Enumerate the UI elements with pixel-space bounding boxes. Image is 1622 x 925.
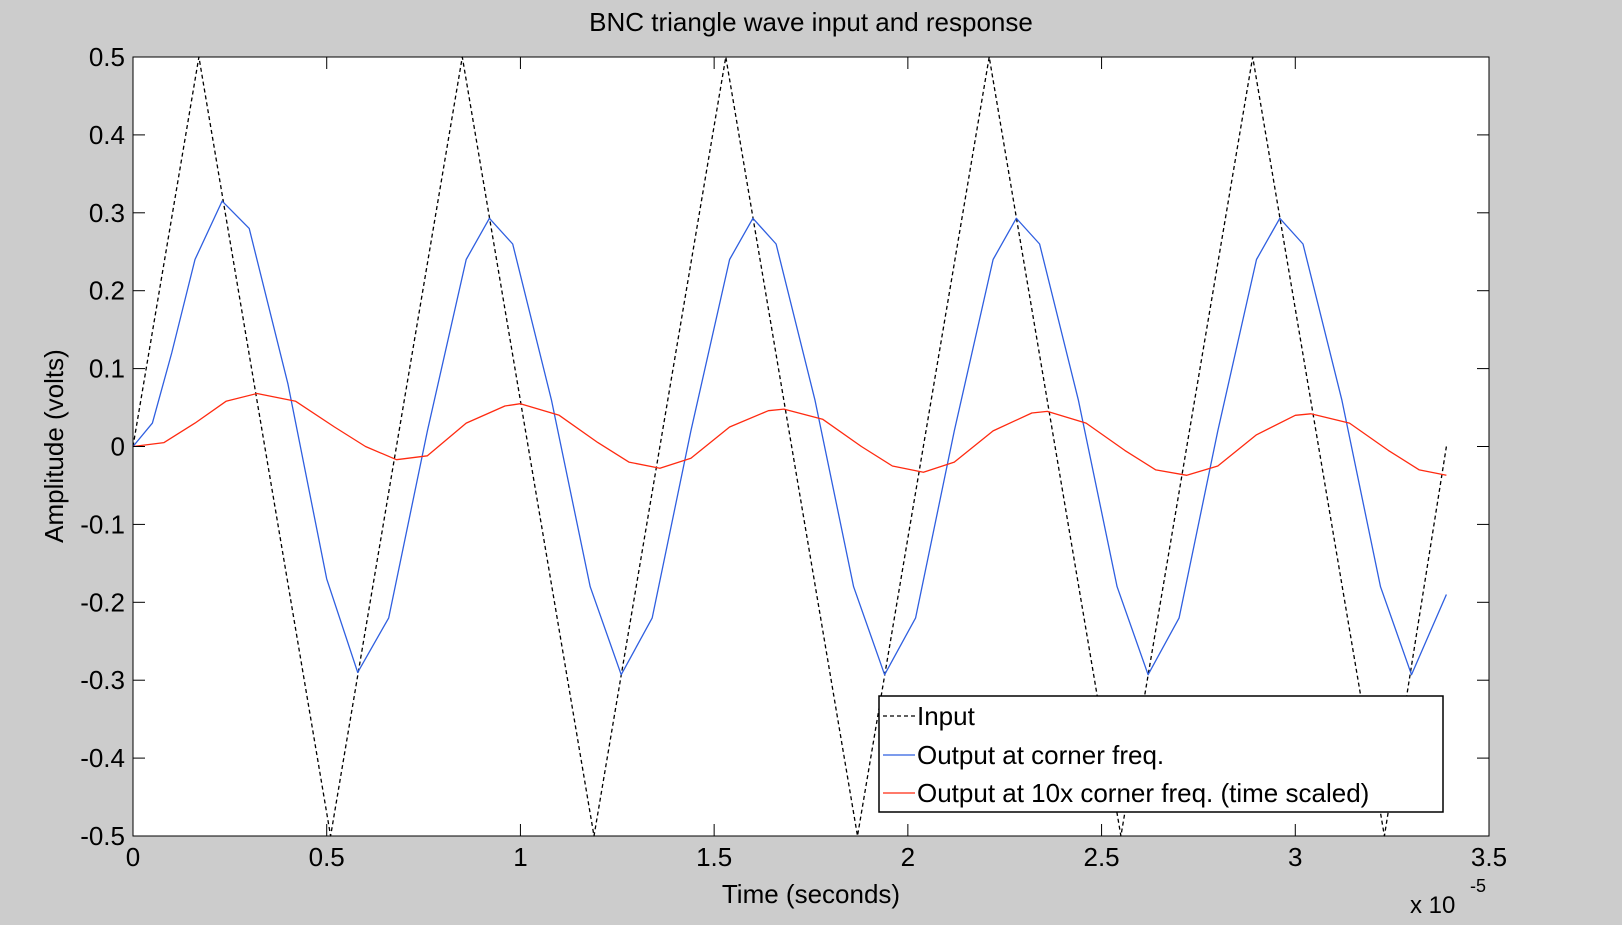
legend-label-10x-corner-freq: Output at 10x corner freq. (time scaled)	[917, 778, 1369, 808]
y-tick-label: 0.3	[89, 198, 125, 228]
legend-box	[878, 695, 1444, 813]
y-tick-label: -0.2	[80, 587, 125, 617]
y-tick-label: 0.1	[89, 354, 125, 384]
series-line-output-at-10x-corner-freq-time-scaled	[132, 392, 1447, 476]
ticks-layer: 0 0.5 1 1.5 2 2.5 3 3.5 -0.5 -0.4 -0.3 -0.2 -0.1 0 0.1…	[80, 42, 1507, 872]
axes-box	[132, 56, 1490, 837]
x-axis-label: Time (seconds)	[722, 879, 900, 909]
y-tick-label: 0	[111, 432, 125, 462]
x-exponent-power: -5	[1470, 876, 1486, 896]
x-tick-label: 1	[513, 842, 527, 872]
x-tick-label: 0	[126, 842, 140, 872]
x-tick-label: 2	[901, 842, 915, 872]
x-tick-label: 0.5	[309, 842, 345, 872]
y-tick-label: 0.2	[89, 276, 125, 306]
y-tick-label: -0.5	[80, 821, 125, 851]
y-tick-label: 0.4	[89, 120, 125, 150]
y-tick-label: -0.4	[80, 743, 125, 773]
series-line-input	[132, 56, 1448, 837]
y-tick-label: -0.1	[80, 509, 125, 539]
legend[interactable]: Input Output at corner freq. Output at 1…	[878, 695, 1444, 813]
x-tick-label: 3.5	[1471, 842, 1507, 872]
x-exponent-label: x 10	[1410, 892, 1455, 919]
y-tick-label: -0.3	[80, 665, 125, 695]
legend-label-input: Input	[917, 701, 976, 731]
x-tick-label: 1.5	[696, 842, 732, 872]
series-layer	[132, 56, 1448, 837]
series-line-output-at-corner-freq	[132, 200, 1447, 676]
chart-title: BNC triangle wave input and response	[589, 7, 1033, 37]
y-tick-label: 0.5	[89, 42, 125, 72]
x-tick-label: 2.5	[1083, 842, 1119, 872]
x-tick-label: 3	[1288, 842, 1302, 872]
y-axis-label: Amplitude (volts)	[39, 349, 69, 543]
legend-label-corner-freq: Output at corner freq.	[917, 740, 1164, 770]
